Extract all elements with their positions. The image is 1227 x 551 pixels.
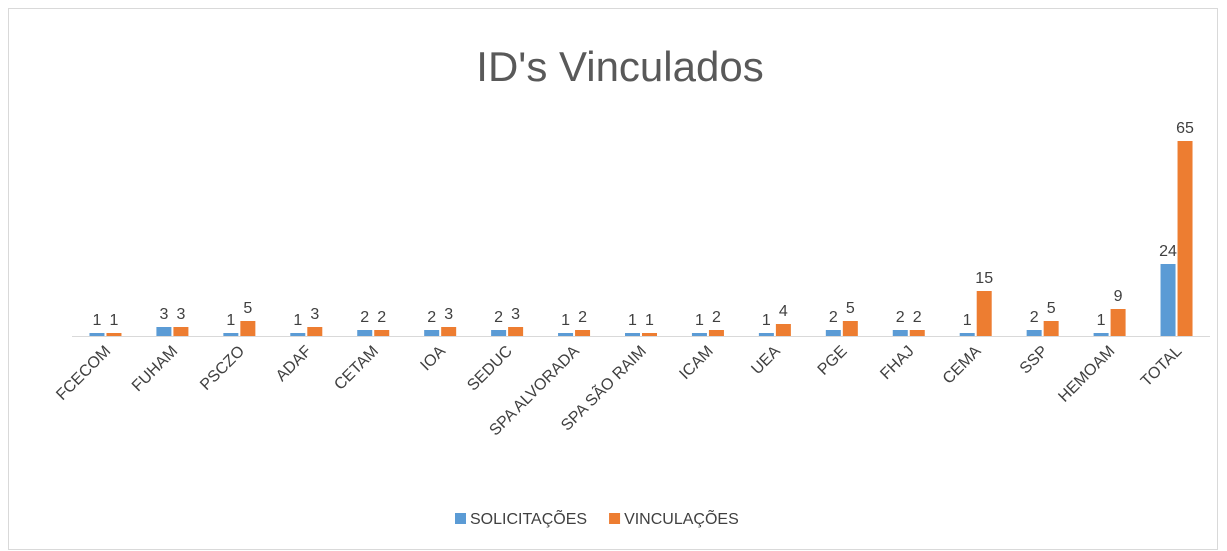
bar <box>642 333 657 336</box>
legend-label: SOLICITAÇÕES <box>470 508 587 528</box>
data-label: 5 <box>1047 300 1056 317</box>
bar <box>357 330 373 336</box>
data-label: 1 <box>110 312 119 329</box>
data-label: 1 <box>226 312 235 329</box>
data-label: 2 <box>494 309 503 326</box>
bar <box>441 327 457 336</box>
bar <box>691 333 707 336</box>
data-label: 5 <box>243 300 252 317</box>
bar <box>307 327 323 336</box>
bar <box>758 333 774 336</box>
bar <box>825 330 841 336</box>
data-label: 3 <box>511 306 520 323</box>
bar <box>892 330 908 336</box>
bar <box>223 333 239 336</box>
legend-swatch <box>609 513 621 524</box>
bar <box>909 330 925 336</box>
data-label: 3 <box>176 306 185 323</box>
bar <box>1026 330 1042 336</box>
data-label: 1 <box>762 312 771 329</box>
data-label: 2 <box>377 309 386 326</box>
data-label: 2 <box>578 309 587 326</box>
chart-border <box>8 8 1218 550</box>
data-label: 2 <box>360 309 369 326</box>
legend-label: VINCULAÇÕES <box>624 508 739 528</box>
data-label: 65 <box>1176 120 1194 137</box>
bar <box>89 333 105 336</box>
chart-title: ID's Vinculados <box>476 43 763 90</box>
bar <box>976 291 992 336</box>
data-label: 1 <box>1097 312 1106 329</box>
bar <box>424 330 440 336</box>
data-label: 5 <box>846 300 855 317</box>
bar <box>775 324 791 336</box>
bar <box>491 330 507 336</box>
data-label: 24 <box>1159 243 1177 260</box>
bar <box>508 327 524 336</box>
bar <box>959 333 975 336</box>
data-label: 15 <box>975 270 993 287</box>
bar <box>575 330 591 336</box>
bar <box>1043 321 1059 336</box>
data-label: 2 <box>829 309 838 326</box>
data-label: 1 <box>645 312 654 329</box>
data-label: 1 <box>93 312 102 329</box>
bar <box>1093 333 1109 336</box>
bar <box>173 327 189 336</box>
bar <box>374 330 390 336</box>
data-label: 4 <box>779 303 788 320</box>
data-label: 1 <box>561 312 570 329</box>
data-label: 9 <box>1114 288 1123 305</box>
bar <box>708 330 724 336</box>
data-label: 3 <box>310 306 319 323</box>
bar <box>1177 141 1193 336</box>
bar <box>290 333 306 336</box>
data-label: 1 <box>628 312 637 329</box>
data-label: 2 <box>427 309 436 326</box>
bar <box>558 333 574 336</box>
legend-swatch <box>455 513 466 524</box>
data-label: 1 <box>695 312 704 329</box>
bar <box>1110 309 1126 336</box>
bar <box>106 333 122 336</box>
bar <box>156 327 172 336</box>
data-label: 2 <box>896 309 905 326</box>
data-label: 1 <box>963 312 972 329</box>
bar <box>625 333 640 336</box>
bar <box>1160 264 1176 336</box>
bar <box>240 321 256 336</box>
data-label: 3 <box>444 306 453 323</box>
data-label: 3 <box>159 306 168 323</box>
data-label: 2 <box>712 309 721 326</box>
data-label: 2 <box>1030 309 1039 326</box>
data-label: 2 <box>913 309 922 326</box>
bar <box>842 321 858 336</box>
data-label: 1 <box>293 312 302 329</box>
